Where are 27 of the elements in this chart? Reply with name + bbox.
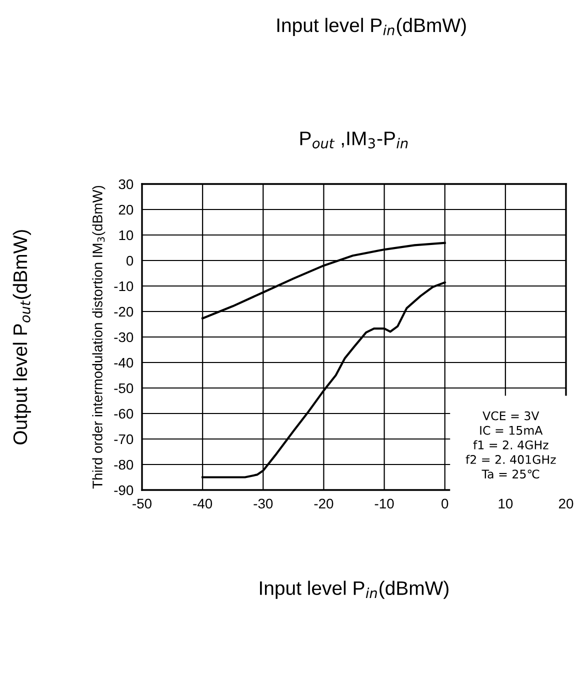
y-tick-label: -90 [114,485,134,496]
x2-axis-title: Input level P$_{in}$(dBmW) [277,18,466,36]
x-tick-label: 20 [558,498,574,509]
y-tick-label: -60 [114,408,134,419]
y-tick-label: -40 [114,358,134,368]
y-tick-label: 0 [126,256,134,266]
y-tick-label: -70 [114,434,134,444]
y-tick-label: -30 [114,332,134,342]
y-tick-label: 30 [118,179,134,190]
x-tick-label: 10 [498,498,513,509]
y-tick-label: -20 [114,306,134,317]
x-tick-label: 0 [442,498,448,509]
annotation: VCE = 3V IC = 15mA f1 = 2. 4GHz f2 = 2. 401GHz Ta = 25℃ [466,411,556,479]
x-tick-label: -30 [254,498,273,509]
y2-axis-title: Third order intermodulation distortion IM$_{3}$(dBmW) [92,186,106,489]
y-tick-label: 20 [118,204,134,215]
x-tick-label: -40 [193,498,212,509]
y-axis-title: Output level P$_{out}$(dBmW) [12,230,31,444]
y-tick-label: -10 [114,281,134,292]
y-tick-label: -50 [114,383,134,394]
x-axis-title: Input level P$_{in}$(dBmW) [260,580,448,599]
y-tick-label: 10 [119,230,134,240]
x-tick-label: -10 [374,498,394,509]
y-tick-label: -80 [114,460,134,470]
x-tick-label: -20 [314,498,334,509]
x-tick-label: -50 [132,498,152,509]
chart-title: P$_{out}$ ,IM$_{3}$-P$_{in}$ [300,132,408,148]
